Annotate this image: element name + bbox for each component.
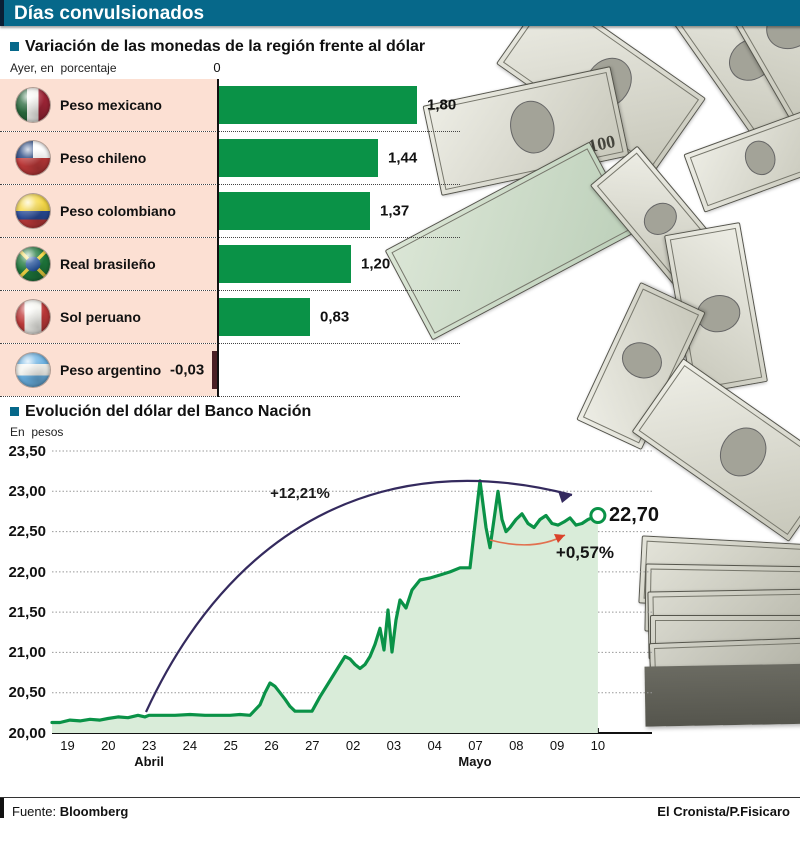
svg-text:22,50: 22,50 [8, 523, 46, 540]
svg-text:23,00: 23,00 [8, 483, 46, 500]
svg-text:02: 02 [346, 738, 360, 753]
svg-text:23,50: 23,50 [8, 443, 46, 460]
svg-text:04: 04 [427, 738, 441, 753]
svg-text:21,50: 21,50 [8, 604, 46, 621]
svg-text:Abril: Abril [134, 754, 164, 769]
svg-text:+0,57%: +0,57% [556, 543, 614, 562]
svg-text:20: 20 [101, 738, 115, 753]
svg-text:25: 25 [223, 738, 237, 753]
svg-text:+12,21%: +12,21% [270, 485, 330, 502]
svg-text:21,00: 21,00 [8, 644, 46, 661]
svg-text:08: 08 [509, 738, 523, 753]
svg-text:03: 03 [387, 738, 401, 753]
svg-text:22,70: 22,70 [609, 504, 659, 526]
svg-text:27: 27 [305, 738, 319, 753]
svg-text:23: 23 [142, 738, 156, 753]
svg-text:20,00: 20,00 [8, 725, 46, 742]
svg-text:24: 24 [183, 738, 197, 753]
svg-text:26: 26 [264, 738, 278, 753]
svg-text:09: 09 [550, 738, 564, 753]
svg-text:22,00: 22,00 [8, 564, 46, 581]
svg-text:07: 07 [468, 738, 482, 753]
svg-text:20,50: 20,50 [8, 684, 46, 701]
svg-text:Mayo: Mayo [458, 754, 491, 769]
svg-text:10: 10 [591, 738, 605, 753]
svg-text:19: 19 [60, 738, 74, 753]
